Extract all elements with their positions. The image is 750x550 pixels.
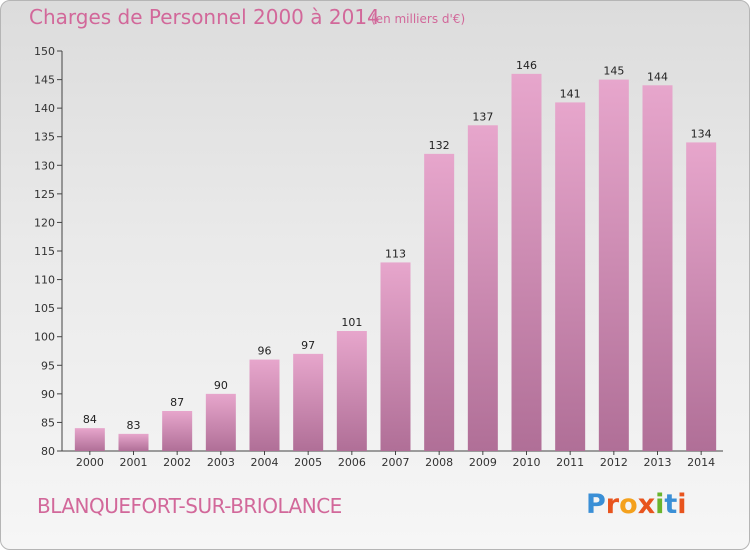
y-tick-label: 145 bbox=[34, 74, 55, 87]
value-label-2006: 101 bbox=[341, 316, 362, 329]
value-label-2000: 84 bbox=[83, 413, 97, 426]
logo-letter: i bbox=[655, 489, 665, 520]
logo-letter: t bbox=[664, 489, 678, 520]
y-tick-label: 110 bbox=[34, 274, 55, 287]
city-name: BLANQUEFORT-SUR-BRIOLANCE bbox=[37, 494, 342, 518]
chart-title: Charges de Personnel 2000 à 2014 bbox=[29, 5, 380, 29]
x-tick-label-2014: 2014 bbox=[687, 456, 715, 469]
value-label-2014: 134 bbox=[691, 127, 712, 140]
x-tick-label-2009: 2009 bbox=[469, 456, 497, 469]
y-tick-label: 150 bbox=[34, 45, 55, 58]
y-tick-label: 80 bbox=[41, 445, 55, 458]
x-tick-label-2001: 2001 bbox=[120, 456, 148, 469]
x-tick-label-2004: 2004 bbox=[251, 456, 279, 469]
y-tick-label: 105 bbox=[34, 302, 55, 315]
x-tick-label-2006: 2006 bbox=[338, 456, 366, 469]
bar-2014 bbox=[686, 142, 717, 451]
bar-2002 bbox=[162, 411, 193, 451]
bar-2003 bbox=[205, 393, 236, 451]
value-label-2009: 137 bbox=[472, 110, 493, 123]
x-tick-label-2012: 2012 bbox=[600, 456, 628, 469]
value-label-2010: 146 bbox=[516, 59, 537, 72]
x-tick-label-2007: 2007 bbox=[382, 456, 410, 469]
y-tick-label: 90 bbox=[41, 388, 55, 401]
x-tick-label-2008: 2008 bbox=[425, 456, 453, 469]
bar-2000 bbox=[74, 428, 105, 451]
chart-subtitle: (en milliers d'€) bbox=[371, 12, 466, 26]
bar-2011 bbox=[555, 102, 586, 451]
y-tick-label: 120 bbox=[34, 216, 55, 229]
proxiti-logo[interactable]: Proxiti bbox=[586, 489, 687, 520]
y-tick-label: 130 bbox=[34, 159, 55, 172]
y-tick-label: 115 bbox=[34, 245, 55, 258]
y-tick-label: 100 bbox=[34, 331, 55, 344]
bar-2007 bbox=[380, 262, 411, 451]
y-tick-label: 125 bbox=[34, 188, 55, 201]
logo-letter: r bbox=[605, 489, 620, 520]
value-label-2002: 87 bbox=[170, 396, 184, 409]
value-label-2013: 144 bbox=[647, 70, 668, 83]
value-label-2012: 145 bbox=[603, 65, 624, 78]
logo-letter: i bbox=[677, 489, 687, 520]
bar-2013 bbox=[642, 85, 673, 452]
logo-letter: P bbox=[586, 489, 606, 520]
value-label-2008: 132 bbox=[429, 139, 450, 152]
y-tick-label: 85 bbox=[41, 416, 55, 429]
value-label-2005: 97 bbox=[301, 339, 315, 352]
y-tick-label: 135 bbox=[34, 131, 55, 144]
value-label-2001: 83 bbox=[127, 419, 141, 432]
x-tick-label-2002: 2002 bbox=[163, 456, 191, 469]
bar-2009 bbox=[467, 125, 498, 452]
x-tick-label-2003: 2003 bbox=[207, 456, 235, 469]
y-tick-label: 140 bbox=[34, 102, 55, 115]
y-tick-label: 95 bbox=[41, 359, 55, 372]
value-label-2003: 90 bbox=[214, 379, 228, 392]
x-tick-label-2005: 2005 bbox=[294, 456, 322, 469]
bar-2001 bbox=[118, 433, 149, 451]
bar-2006 bbox=[336, 331, 367, 451]
logo-letter: o bbox=[619, 489, 638, 520]
bar-2005 bbox=[293, 353, 324, 451]
value-label-2004: 96 bbox=[258, 345, 272, 358]
x-tick-label-2000: 2000 bbox=[76, 456, 104, 469]
x-tick-label-2013: 2013 bbox=[644, 456, 672, 469]
bar-2008 bbox=[424, 153, 455, 451]
x-tick-label-2010: 2010 bbox=[513, 456, 541, 469]
logo-letter: x bbox=[637, 489, 656, 520]
x-tick-label-2011: 2011 bbox=[556, 456, 584, 469]
value-label-2007: 113 bbox=[385, 247, 406, 260]
value-label-2011: 141 bbox=[560, 87, 581, 100]
bar-2004 bbox=[249, 359, 280, 451]
bar-2010 bbox=[511, 73, 542, 451]
bar-2012 bbox=[598, 79, 629, 452]
